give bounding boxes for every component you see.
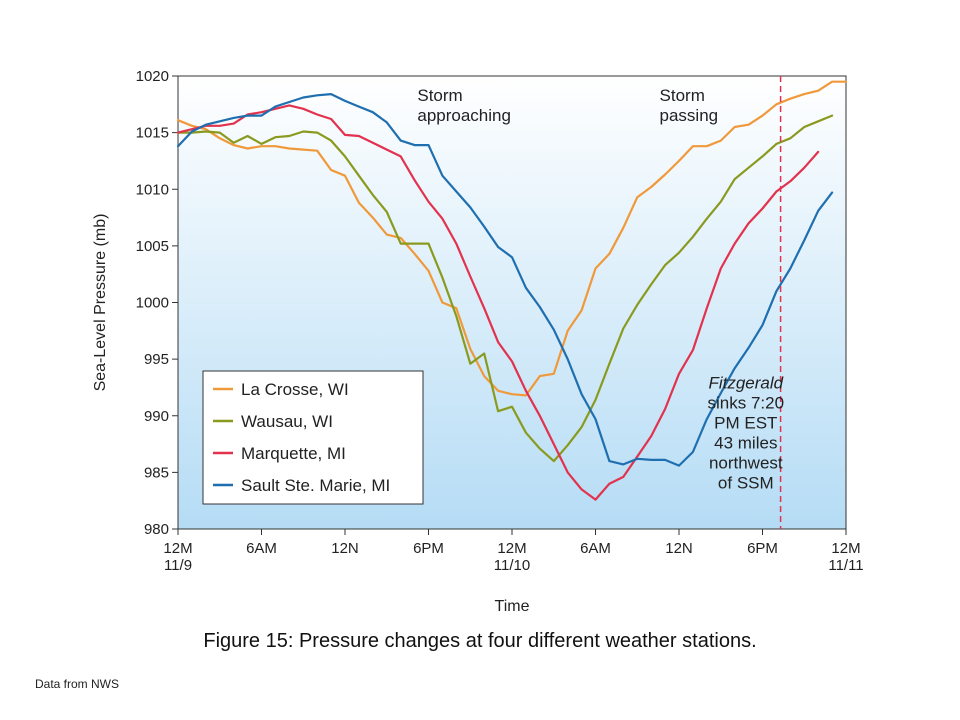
x-tick-label: 6AM	[580, 540, 611, 557]
annotation-line: approaching	[417, 106, 511, 125]
legend-label: Sault Ste. Marie, MI	[241, 476, 390, 495]
legend-label: Marquette, MI	[241, 444, 346, 463]
x-tick-date: 11/9	[164, 557, 192, 574]
y-tick-label: 1020	[136, 68, 169, 85]
figure-caption: Figure 15: Pressure changes at four diff…	[203, 630, 757, 652]
annotation-line: sinks 7:20	[708, 394, 785, 413]
y-tick-label: 1015	[136, 125, 169, 142]
series-line-sault-ste-marie-mi	[176, 93, 834, 467]
y-tick-label: 1000	[136, 295, 169, 312]
annotation-line: Storm	[417, 86, 462, 105]
y-tick-label: 1005	[136, 238, 169, 255]
legend-label: Wausau, WI	[241, 412, 333, 431]
x-tick-label: 12M	[163, 540, 192, 557]
legend-label: La Crosse, WI	[241, 380, 349, 399]
annotation-line: PM EST	[714, 414, 777, 433]
annotations: StormapproachingStormpassingFitzgeraldsi…	[417, 86, 784, 493]
x-tick-label: 6PM	[413, 540, 444, 557]
legend-box	[202, 370, 424, 505]
annotation-line: 43 miles	[714, 434, 777, 453]
axis-ticks: 9809859909951000100510101015102012M11/96…	[136, 68, 864, 574]
pressure-chart: 9809859909951000100510101015102012M11/96…	[92, 68, 864, 615]
annotation-line: Storm	[660, 86, 705, 105]
x-tick-label: 12M	[831, 540, 860, 557]
annotation-line: of SSM	[718, 474, 774, 493]
x-tick-label: 6PM	[747, 540, 778, 557]
annotation-line: northwest	[709, 454, 783, 473]
x-tick-label: 12N	[331, 540, 359, 557]
y-tick-label: 995	[144, 351, 169, 368]
y-tick-label: 1010	[136, 181, 169, 198]
y-tick-label: 980	[144, 521, 169, 538]
y-axis-title: Sea-Level Pressure (mb)	[92, 214, 109, 392]
x-tick-date: 11/11	[828, 557, 863, 574]
annotation-line: passing	[660, 106, 719, 125]
x-tick-label: 6AM	[246, 540, 277, 557]
x-tick-label: 12N	[665, 540, 693, 557]
y-tick-label: 985	[144, 464, 169, 481]
x-tick-label: 12M	[497, 540, 526, 557]
data-source-note: Data from NWS	[35, 677, 120, 691]
legend: La Crosse, WI Wausau, WI Marquette, MI Saul…	[202, 370, 424, 505]
series-line-wausau-wi	[176, 114, 834, 463]
annotation-line: Fitzgerald	[708, 374, 783, 393]
y-tick-label: 990	[144, 408, 169, 425]
x-tick-date: 11/10	[494, 557, 530, 574]
series-layer	[176, 80, 848, 501]
x-axis-title: Time	[495, 598, 530, 615]
series-line-la-crosse-wi	[176, 80, 848, 397]
series-line-marquette-mi	[176, 104, 820, 501]
